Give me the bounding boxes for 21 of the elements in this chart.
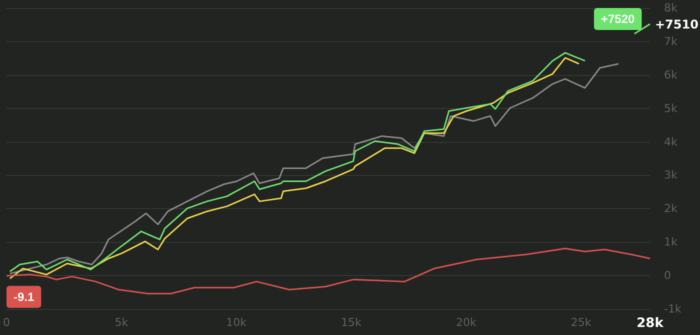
annotation: +7510 xyxy=(655,17,698,32)
y-tick-label: 4k xyxy=(664,135,678,148)
line-series xyxy=(6,248,651,294)
y-tick-label: 2k xyxy=(664,202,678,216)
y-tick-label: 7k xyxy=(664,34,678,48)
x-tick-label: 5k xyxy=(114,316,129,329)
y-tick-label: -1k xyxy=(664,302,682,316)
y-tick-label: 3k xyxy=(664,168,678,182)
y-tick-label: 0 xyxy=(664,269,671,282)
data-label: -9.1 xyxy=(14,290,35,304)
x-tick-label: 10k xyxy=(226,316,248,329)
x-tick-label: 20k xyxy=(456,316,477,329)
y-tick-label: 6k xyxy=(664,68,678,82)
y-tick-label: 8k xyxy=(664,2,678,14)
y-tick-label: 1k xyxy=(664,236,678,249)
x-tick-label: 28k xyxy=(636,316,664,331)
x-tick-label: 0 xyxy=(3,316,10,329)
x-tick-label: 15k xyxy=(341,316,362,329)
x-tick-label: 25k xyxy=(570,316,592,329)
y-tick-label: 5k xyxy=(664,102,678,115)
data-label: +7520 xyxy=(601,12,636,26)
